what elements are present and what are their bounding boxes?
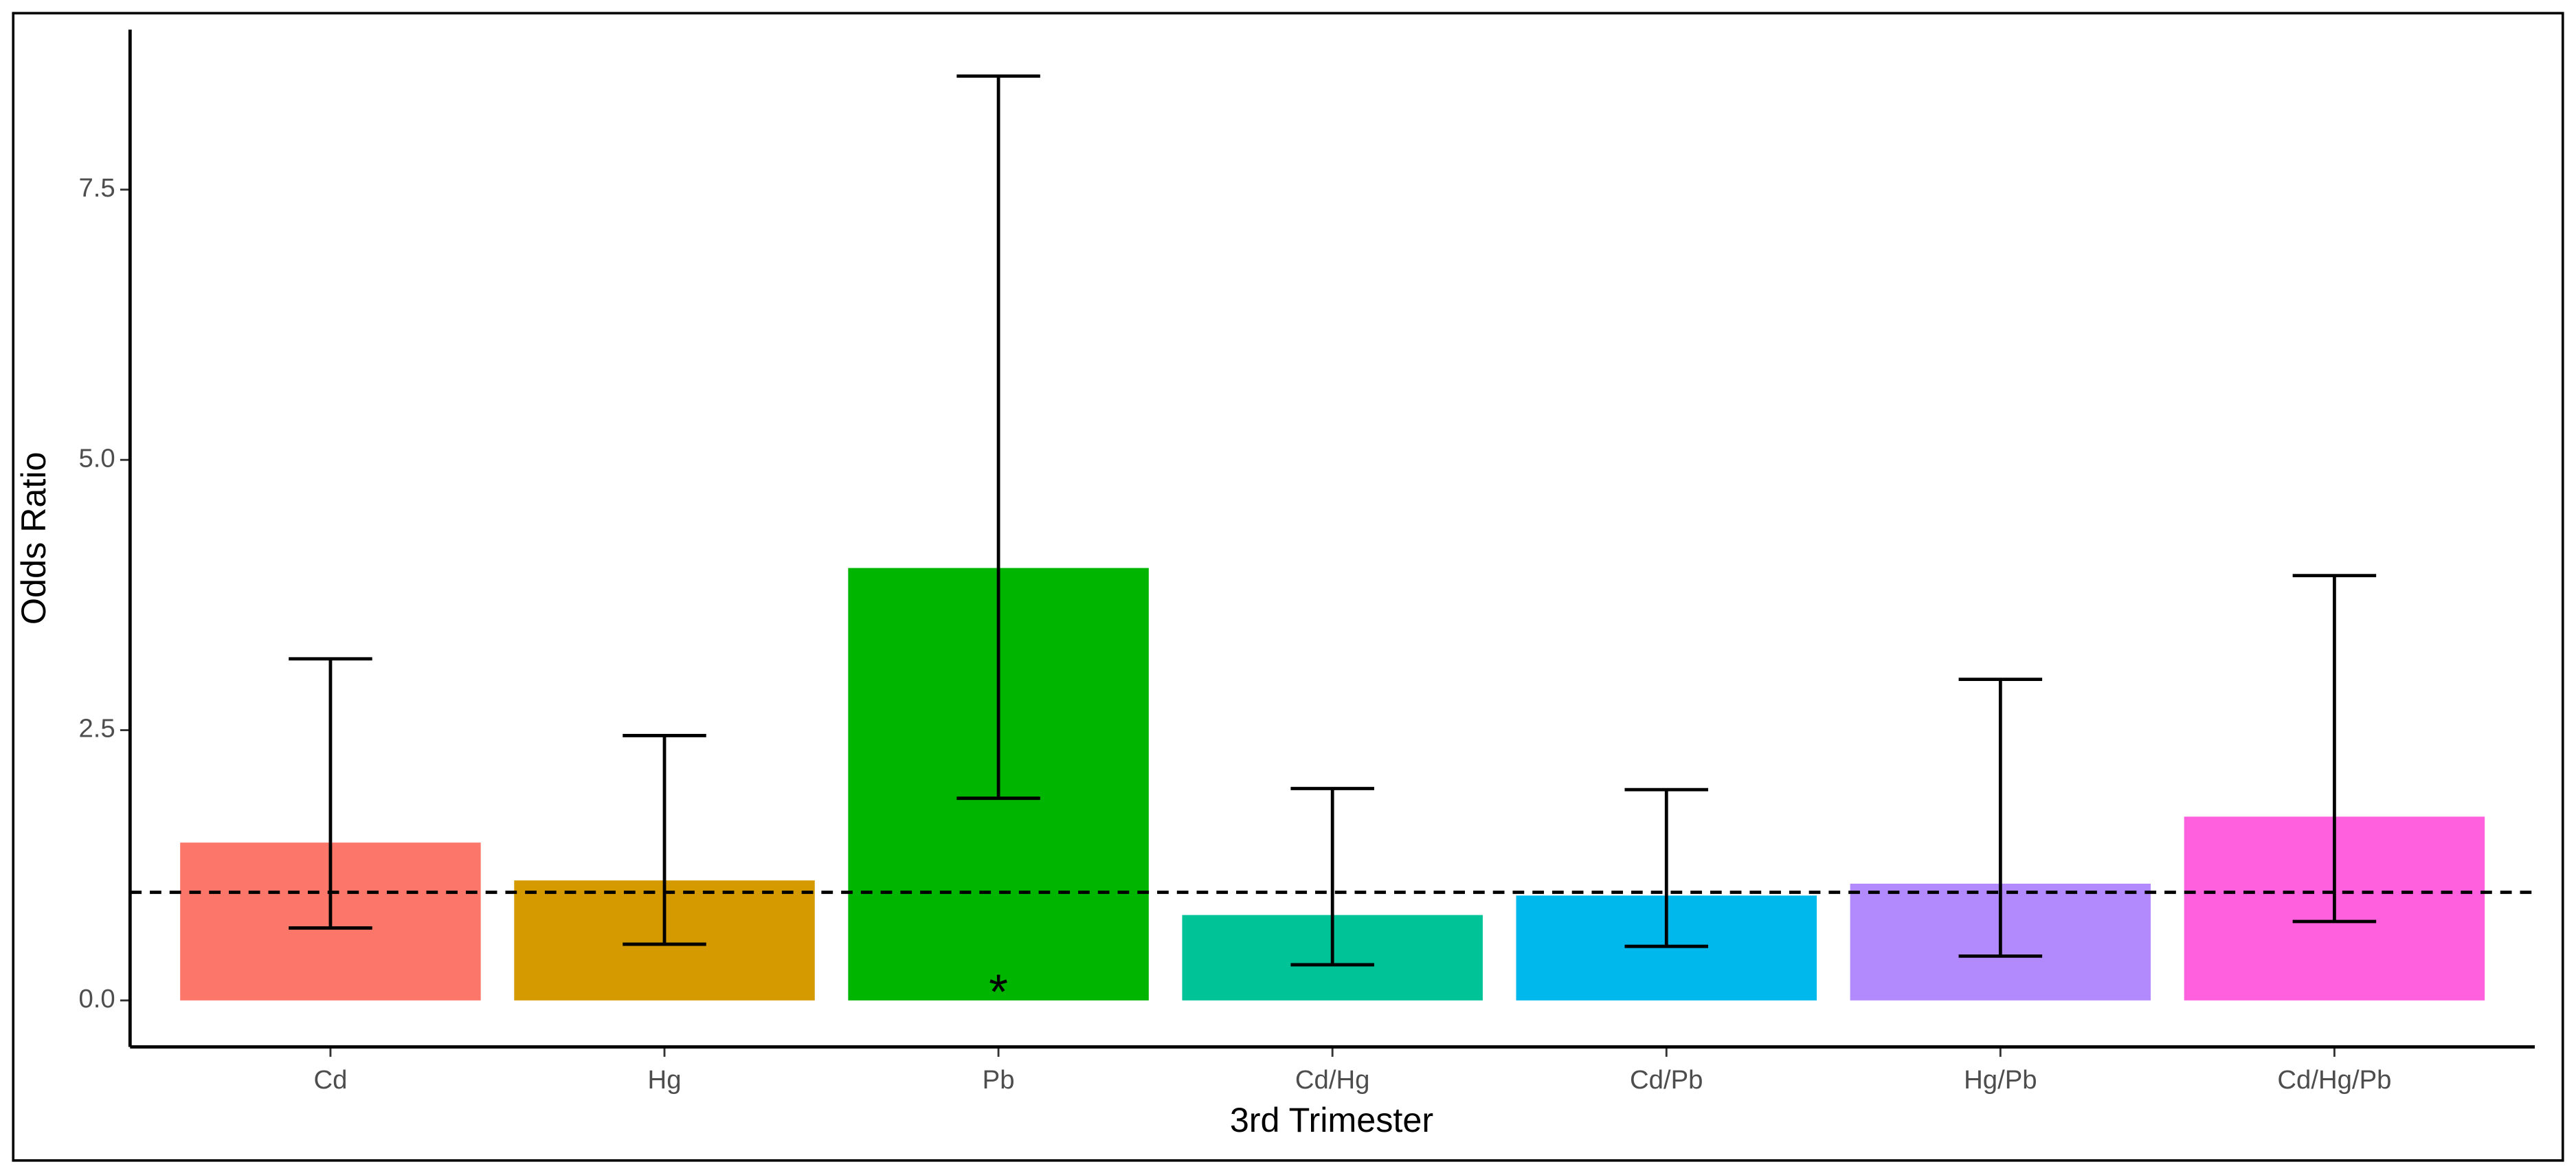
y-tick-label: 5.0 — [78, 443, 115, 473]
error-bar — [956, 74, 1040, 801]
x-tick-label: Cd/Hg/Pb — [2277, 1065, 2391, 1095]
x-tick-label: Cd — [313, 1065, 347, 1095]
error-bar — [1624, 787, 1709, 948]
x-tick-label: Cd/Hg — [1295, 1065, 1370, 1095]
error-bar — [289, 657, 372, 930]
y-axis-title: Odds Ratio — [14, 452, 53, 625]
x-tick-label: Pb — [983, 1065, 1015, 1095]
x-tick-label: Cd/Pb — [1630, 1065, 1703, 1095]
x-axis-title: 3rd Trimester — [1230, 1100, 1433, 1139]
x-tick-label: Hg/Pb — [1964, 1065, 2037, 1095]
error-bar — [623, 734, 706, 946]
error-bar — [2292, 574, 2377, 924]
x-tick-label: Hg — [648, 1065, 682, 1095]
error-bar — [1958, 678, 2043, 958]
y-tick-label: 0.0 — [78, 984, 115, 1014]
y-tick-label: 2.5 — [78, 714, 115, 744]
error-bar — [1290, 787, 1374, 967]
annotation: * — [989, 965, 1008, 1020]
y-tick-label: 7.5 — [78, 173, 115, 203]
